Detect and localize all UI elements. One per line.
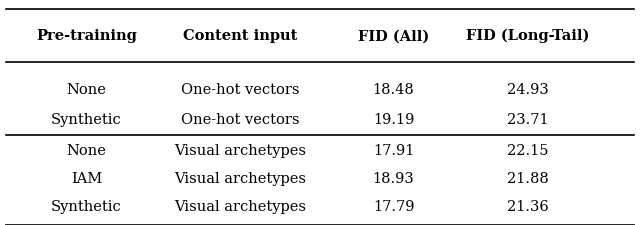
Text: 17.79: 17.79 (373, 199, 414, 213)
Text: 21.88: 21.88 (507, 171, 549, 185)
Text: Visual archetypes: Visual archetypes (174, 199, 306, 213)
Text: One-hot vectors: One-hot vectors (180, 112, 300, 126)
Text: 17.91: 17.91 (373, 144, 414, 158)
Text: Content input: Content input (183, 29, 297, 43)
Text: IAM: IAM (71, 171, 102, 185)
Text: None: None (67, 144, 106, 158)
Text: Synthetic: Synthetic (51, 199, 122, 213)
Text: Pre-training: Pre-training (36, 29, 137, 43)
Text: Synthetic: Synthetic (51, 112, 122, 126)
Text: 18.93: 18.93 (372, 171, 415, 185)
Text: 19.19: 19.19 (373, 112, 414, 126)
Text: 22.15: 22.15 (508, 144, 548, 158)
Text: 24.93: 24.93 (507, 83, 549, 97)
Text: Visual archetypes: Visual archetypes (174, 144, 306, 158)
Text: FID (All): FID (All) (358, 29, 429, 43)
Text: 21.36: 21.36 (507, 199, 549, 213)
Text: None: None (67, 83, 106, 97)
Text: 23.71: 23.71 (507, 112, 549, 126)
Text: FID (Long-Tail): FID (Long-Tail) (467, 29, 589, 43)
Text: Visual archetypes: Visual archetypes (174, 171, 306, 185)
Text: One-hot vectors: One-hot vectors (180, 83, 300, 97)
Text: 18.48: 18.48 (372, 83, 415, 97)
